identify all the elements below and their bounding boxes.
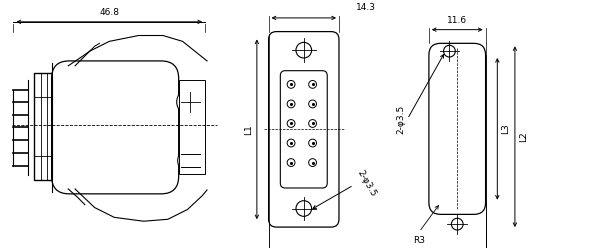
Text: R3: R3 [413,236,425,245]
FancyBboxPatch shape [52,61,178,194]
Circle shape [296,42,312,58]
Text: L3: L3 [501,124,510,134]
Bar [178,80,205,174]
Text: L2: L2 [519,131,528,142]
Circle shape [177,88,204,116]
Circle shape [309,159,316,167]
Text: 46.8: 46.8 [100,8,120,17]
Text: 11.6: 11.6 [447,16,467,25]
Circle shape [451,218,463,230]
Text: 2-φ3.5: 2-φ3.5 [396,104,405,134]
Circle shape [444,45,455,57]
Text: L1: L1 [244,124,253,135]
FancyBboxPatch shape [280,71,327,188]
Circle shape [309,100,316,108]
Circle shape [309,139,316,147]
Circle shape [287,100,295,108]
Text: 14.3: 14.3 [356,3,376,12]
Circle shape [287,120,295,127]
Circle shape [184,154,197,167]
Circle shape [296,201,312,216]
Circle shape [309,80,316,88]
FancyBboxPatch shape [269,32,339,227]
Circle shape [287,159,295,167]
Bar [34,73,52,180]
Circle shape [178,148,203,173]
Circle shape [287,139,295,147]
FancyBboxPatch shape [429,43,485,214]
Circle shape [309,120,316,127]
Circle shape [287,80,295,88]
Circle shape [184,95,197,109]
Text: 2-φ3.5: 2-φ3.5 [356,168,378,198]
